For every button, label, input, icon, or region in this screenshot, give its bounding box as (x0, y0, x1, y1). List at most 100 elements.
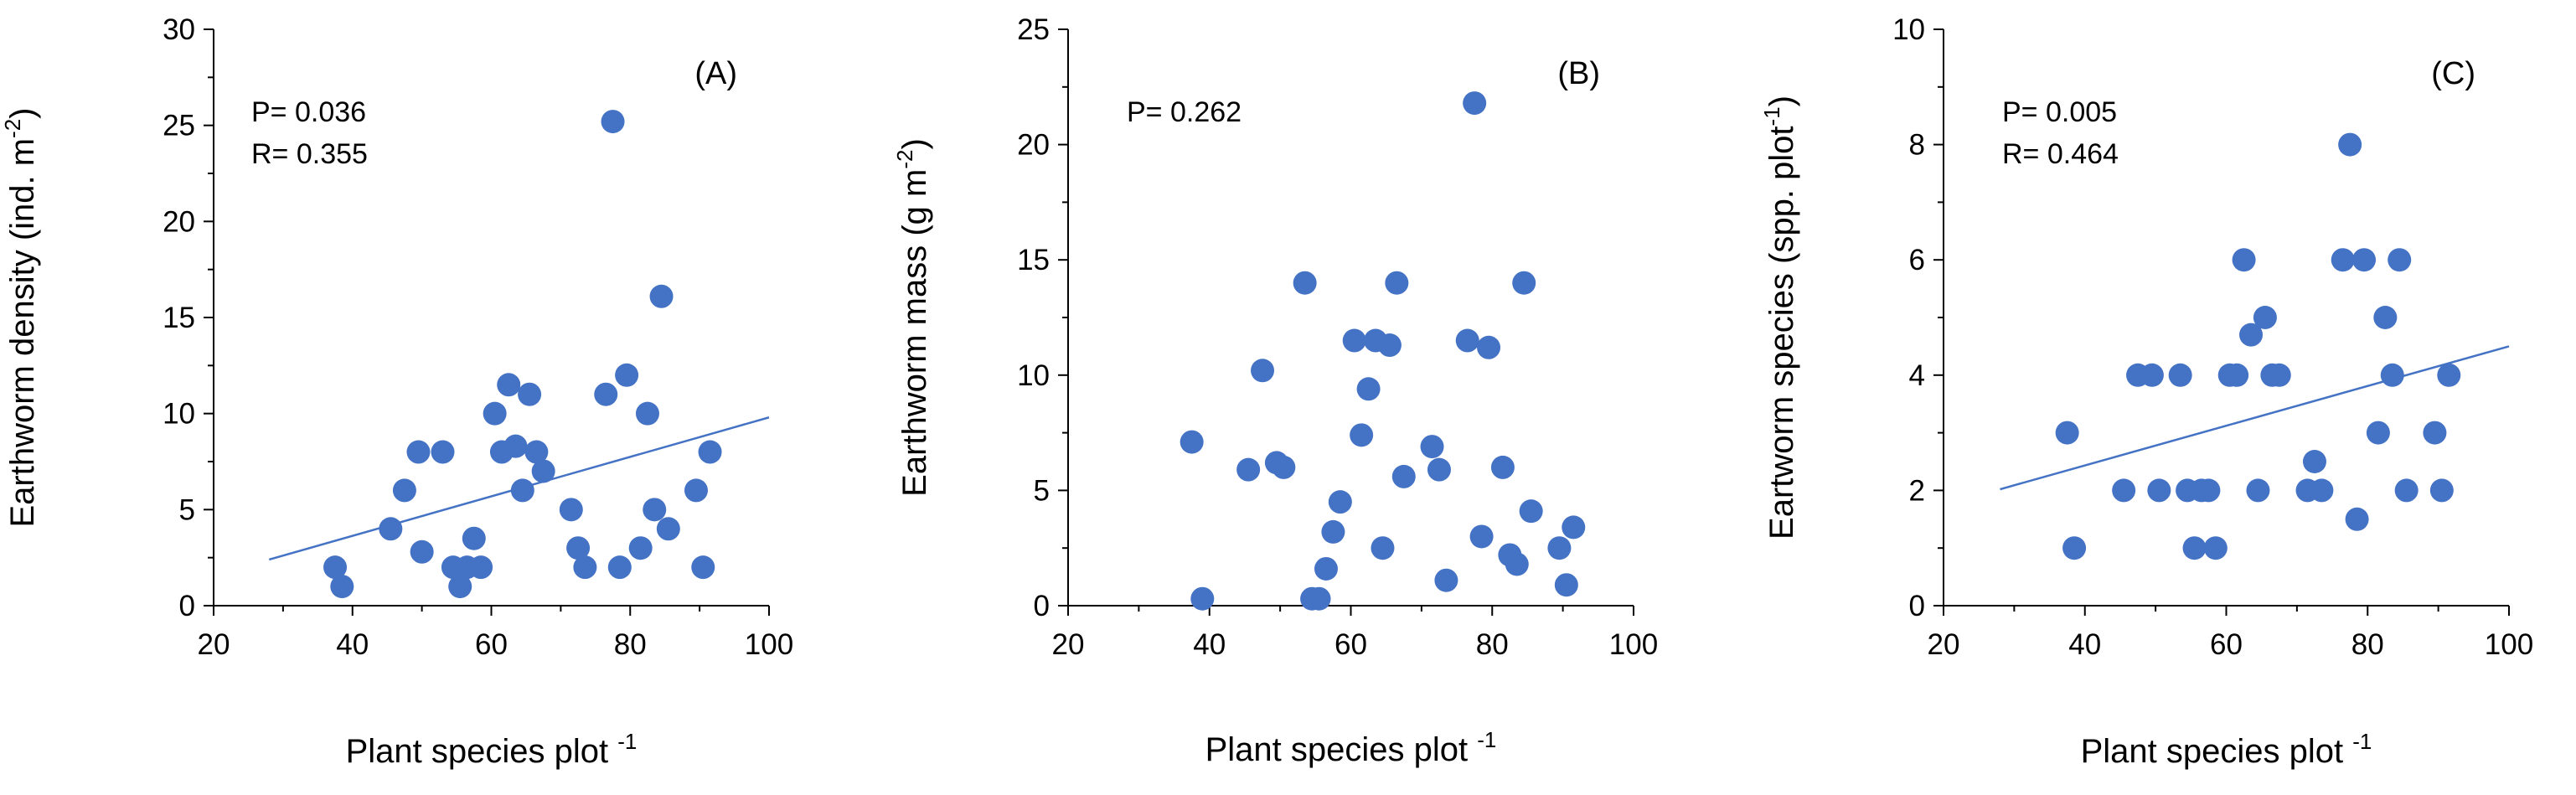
panel-label: (C) (2431, 56, 2475, 91)
data-point (1377, 333, 1402, 358)
data-point (1547, 536, 1572, 560)
data-point (1350, 423, 1374, 447)
x-axis-label-superscript: -1 (1477, 727, 1496, 752)
x-tick-label: 60 (2210, 628, 2243, 661)
data-point (2373, 306, 2398, 329)
data-point (628, 536, 653, 560)
data-point (2225, 363, 2249, 387)
data-point (2232, 248, 2256, 272)
data-point (1356, 377, 1381, 401)
data-point (392, 478, 416, 503)
y-tick-label: 10 (1892, 13, 1925, 46)
data-point (1554, 573, 1578, 597)
data-point (410, 539, 434, 564)
data-point (2331, 248, 2355, 272)
data-point (2388, 248, 2412, 272)
data-point (2366, 421, 2390, 445)
data-point (2267, 363, 2291, 387)
data-point (1427, 457, 1451, 482)
data-point (2062, 536, 2087, 560)
y-tick-label: 20 (163, 205, 195, 238)
data-point (1371, 536, 1395, 560)
x-tick-label: 20 (1928, 628, 1960, 661)
chart-panel-2: 0 5 10 15 20 25 20 40 60 80 100 P= 0.262 (B) Plant sp… (892, 13, 1658, 768)
x-axis-label-text: Plant species plot (2081, 733, 2353, 770)
x-tick-label: 60 (475, 628, 508, 661)
data-point (1455, 328, 1479, 353)
panel-label: (B) (1557, 56, 1600, 91)
data-point (1385, 271, 1409, 295)
r-value-annotation: R= 0.355 (251, 138, 368, 170)
data-point (1328, 490, 1352, 514)
chart-panel-1: 0 5 10 15 20 25 30 20 40 60 80 100 P= 0.036 R= 0.355 (… (0, 13, 793, 770)
data-point (635, 401, 659, 426)
data-point (607, 555, 632, 580)
y-tick-label: 25 (163, 110, 195, 142)
y-tick-label: 0 (179, 590, 195, 622)
data-point (2203, 536, 2228, 560)
data-point (2168, 363, 2192, 387)
data-point (643, 498, 667, 522)
data-point (2352, 248, 2377, 272)
data-point (1272, 455, 1296, 479)
data-point (2380, 363, 2404, 387)
y-axis-label: Eartworm species (spp. plot-1) (1759, 96, 1800, 539)
x-tick-label: 20 (1052, 628, 1085, 661)
data-point (1391, 464, 1416, 488)
x-tick-label: 100 (2485, 628, 2533, 661)
data-point (2429, 478, 2454, 503)
data-point (2140, 363, 2164, 387)
y-tick-label: 4 (1909, 359, 1925, 392)
data-point (503, 434, 528, 458)
y-tick-label: 30 (163, 13, 195, 46)
x-tick-label: 40 (2068, 628, 2101, 661)
data-point (431, 440, 455, 464)
y-tick-label: 8 (1909, 129, 1925, 162)
y-tick-label: 10 (1017, 359, 1050, 392)
data-point (2310, 478, 2334, 503)
x-tick-label: 40 (1193, 628, 1226, 661)
panel-label: (A) (694, 56, 737, 91)
data-point (379, 517, 403, 541)
x-tick-label: 80 (2351, 628, 2384, 661)
data-point (1562, 515, 1586, 539)
data-point (330, 575, 354, 599)
data-point (1236, 457, 1261, 482)
data-point (323, 555, 348, 580)
data-point (483, 401, 507, 426)
data-point (1519, 499, 1543, 524)
data-point (2239, 323, 2264, 347)
trend-line (2000, 345, 2510, 491)
y-axis-label-text: Earthworm density (ind. m (4, 138, 41, 528)
data-point (656, 517, 680, 541)
data-point (1180, 430, 1204, 454)
y-axis-label-superscript: -1 (1759, 106, 1784, 126)
y-axis-label-superscript: -2 (0, 119, 25, 138)
y-axis-label: Earthworm mass (g m-2) (892, 138, 933, 497)
x-tick-label: 100 (745, 628, 793, 661)
y-tick-label: 15 (163, 302, 195, 334)
data-point (566, 536, 591, 560)
data-point (573, 555, 597, 580)
x-tick-label: 60 (1334, 628, 1367, 661)
data-point (2437, 363, 2461, 387)
data-point (1469, 524, 1494, 549)
p-value-annotation: P= 0.262 (1127, 96, 1242, 128)
y-tick-label: 25 (1017, 13, 1050, 46)
x-axis-label: Plant species plot -1 (346, 729, 638, 770)
data-point (2112, 478, 2136, 503)
data-point (2055, 421, 2079, 445)
p-value-annotation: P= 0.005 (2002, 96, 2117, 128)
data-point (1342, 328, 1366, 353)
data-point (518, 382, 542, 406)
data-point (1434, 568, 1458, 592)
y-tick-label: 0 (1909, 590, 1925, 622)
y-tick-label: 6 (1909, 244, 1925, 276)
x-axis-label: Plant species plot -1 (1205, 727, 1497, 768)
data-point (2182, 536, 2207, 560)
y-tick-label: 20 (1017, 129, 1050, 162)
x-tick-label: 40 (336, 628, 369, 661)
data-point (531, 459, 555, 483)
data-point (2253, 306, 2277, 329)
